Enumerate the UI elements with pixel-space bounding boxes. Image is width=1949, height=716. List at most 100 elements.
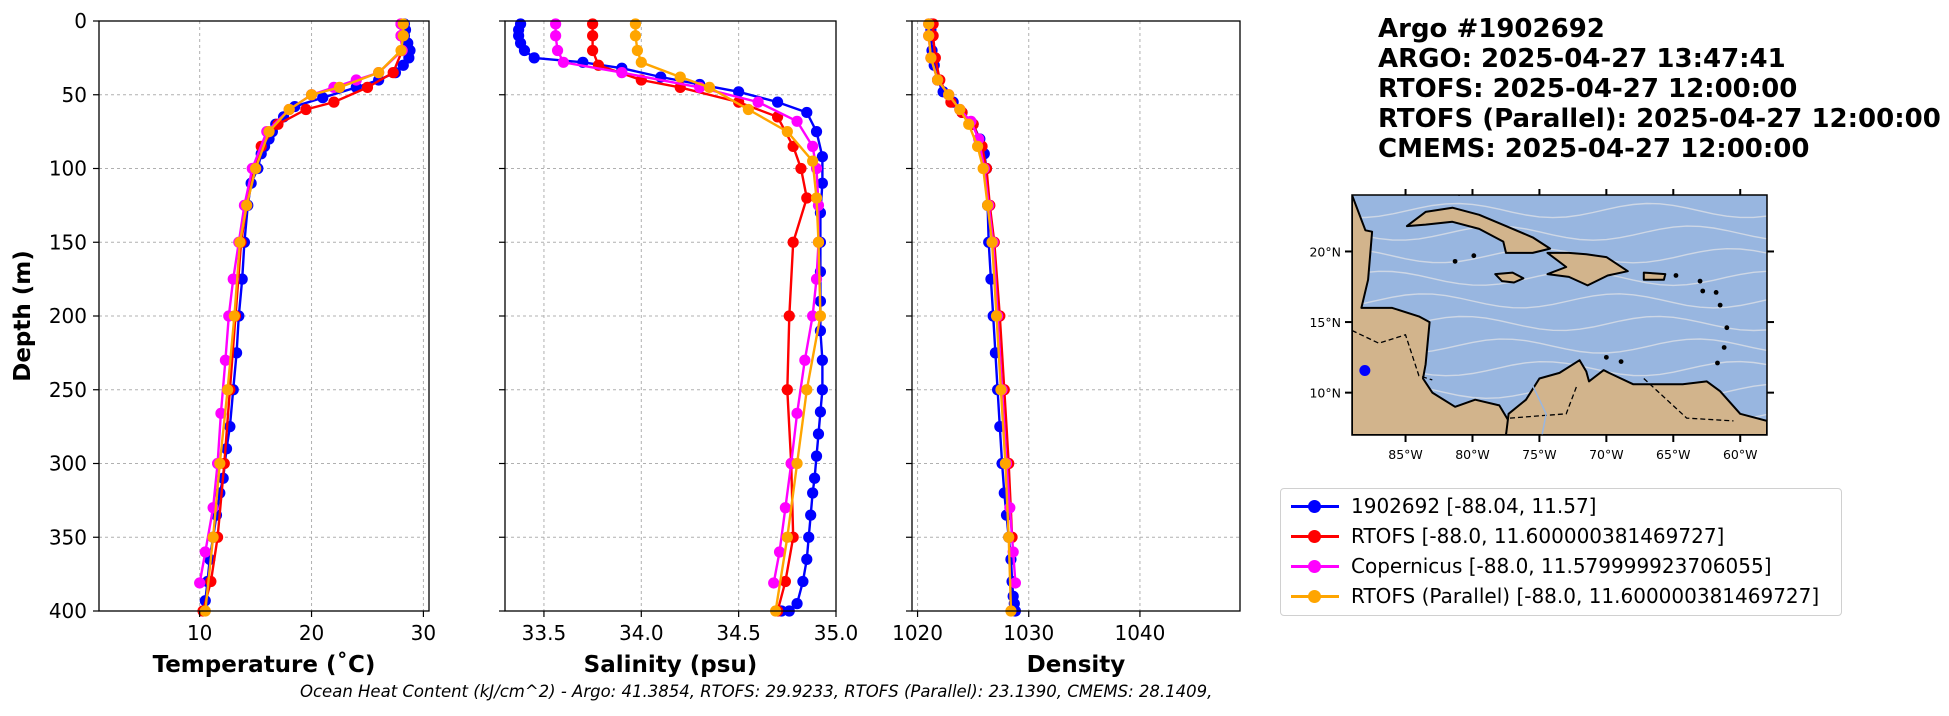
legend-swatch-copernicus [1291, 558, 1339, 574]
salinity-data-point [791, 598, 803, 610]
salinity-data-point [814, 406, 827, 418]
map-river [1532, 385, 1547, 435]
map-lat-label: 15°N [1309, 315, 1341, 330]
density-data-point [954, 103, 966, 116]
salinity-series-0 [513, 18, 828, 617]
ytick-label: 50 [62, 83, 87, 107]
temperature-data-point [361, 81, 374, 93]
salinity-data-point [783, 310, 795, 322]
ytick-label: 200 [49, 304, 87, 328]
salinity-data-point [807, 487, 819, 499]
map-streamline [1352, 225, 1767, 241]
location-map: 85°W 80°W 75°W 70°W 65°W 60°W 20°N 15°N 10°N [1309, 189, 1774, 462]
temperature-data-point [305, 89, 318, 101]
ocean-heat-content-footer: Ocean Heat Content (kJ/cm^2) - Argo: 41.… [300, 682, 1213, 701]
salinity-data-point [805, 509, 817, 521]
map-lon-label: 60°W [1723, 447, 1758, 462]
salinity-data-point [557, 56, 570, 68]
density-data-point [1003, 531, 1015, 543]
density-data-point [1009, 577, 1022, 589]
density-data-point [990, 310, 1003, 322]
salinity-data-point [812, 236, 825, 248]
temperature-series-line [204, 23, 405, 612]
salinity-data-point [733, 86, 745, 98]
header-rtofs-time: RTOFS: 2025-04-27 12:00:00 [1378, 74, 1798, 104]
ylabel: Depth (m) [10, 250, 36, 382]
figure-header: Argo #1902692 ARGO: 2025-04-27 13:47:41 … [1378, 14, 1941, 164]
salinity-data-point [631, 44, 644, 57]
ytick-label: 0 [74, 9, 87, 33]
ytick-label: 100 [49, 157, 87, 181]
temperature-data-point [199, 546, 211, 558]
ytick-label: 150 [49, 230, 87, 254]
temperature-data-point [214, 457, 226, 470]
map-land-hispaniola [1546, 251, 1629, 287]
map-streamline [1352, 247, 1767, 264]
salinity-data-point [801, 553, 813, 565]
map-lat-label: 20°N [1309, 244, 1341, 259]
salinity-xtick-label: 35.0 [814, 621, 859, 645]
map-border [1352, 329, 1433, 381]
map-land-cuba [1405, 206, 1552, 254]
legend-item-argo: 1902692 [-88.04, 11.57] [1291, 493, 1596, 519]
salinity-series-line [634, 23, 822, 612]
map-island [1700, 288, 1706, 294]
legend-label-rtofs-parallel: RTOFS (Parallel) [-88.0, 11.600000381469… [1351, 584, 1820, 608]
temperature-data-point [263, 126, 275, 138]
legend-swatch-argo [1291, 498, 1339, 514]
salinity-xtick-label: 33.5 [522, 621, 567, 645]
density-xtick-label: 1040 [1114, 621, 1165, 645]
salinity-data-point [518, 44, 531, 57]
map-island [1471, 253, 1477, 259]
legend-swatch-rtofs [1291, 528, 1339, 544]
temperature-data-point [241, 199, 253, 211]
salinity-data-point [550, 18, 562, 30]
density-xtick-label: 1020 [892, 621, 943, 645]
ytick-label: 350 [49, 525, 87, 549]
header-argo-time: ARGO: 2025-04-27 13:47:41 [1378, 44, 1786, 74]
temperature-data-point [219, 354, 232, 366]
salinity-data-point [799, 354, 811, 366]
temperature-xtick-label: 20 [299, 621, 324, 645]
salinity-series-line [591, 23, 809, 612]
density-data-point [931, 74, 944, 86]
map-island [1715, 360, 1720, 366]
map-border [1643, 378, 1734, 422]
map-argo-location-marker [1359, 364, 1371, 376]
temperature-data-point [317, 92, 329, 104]
salinity-data-point [771, 96, 784, 108]
temperature-data-point [207, 531, 219, 543]
salinity-data-point [808, 472, 821, 484]
map-streamline [1352, 202, 1767, 219]
map-land [1352, 195, 1767, 435]
map-lon-label: 75°W [1522, 447, 1557, 462]
salinity-data-point [801, 192, 813, 204]
temperature-data-point [272, 118, 284, 130]
map-island [1724, 325, 1730, 331]
map-island [1603, 354, 1609, 360]
map-land-florida [1457, 195, 1461, 196]
temperature-data-point [387, 67, 399, 79]
salinity-data-point [752, 96, 764, 108]
map-land-puerto-rico [1642, 271, 1667, 281]
ytick-label: 300 [49, 452, 87, 476]
temperature-xtick-label: 30 [411, 621, 436, 645]
density-data-point [923, 18, 935, 30]
map-borders [1352, 329, 1734, 422]
map-lon-label: 85°W [1388, 447, 1423, 462]
density-data-point [972, 140, 984, 152]
salinity-data-point [787, 236, 799, 248]
salinity-data-point [795, 162, 807, 175]
salinity-data-point [773, 546, 786, 558]
density-data-point [982, 199, 994, 211]
temperature-data-point [234, 236, 246, 248]
map-streamline [1352, 293, 1767, 309]
map-frame [1351, 194, 1768, 436]
temperature-data-point [397, 59, 409, 71]
salinity-data-point [803, 531, 815, 543]
salinity-series-1 [587, 18, 813, 617]
density-data-point [1004, 502, 1016, 514]
salinity-data-point [768, 577, 780, 589]
salinity-data-point [528, 52, 540, 64]
